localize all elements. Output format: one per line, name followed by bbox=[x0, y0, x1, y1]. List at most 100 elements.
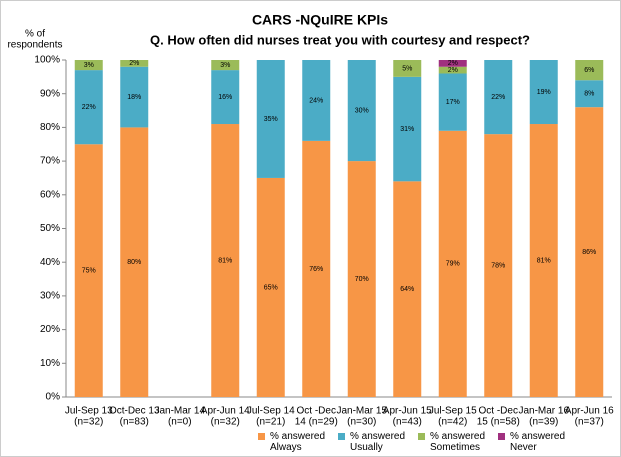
value-label: 2% bbox=[448, 67, 458, 74]
x-tick-label: Jul-Sep 15 bbox=[429, 406, 477, 417]
value-label: 30% bbox=[355, 107, 369, 114]
legend-swatch bbox=[258, 433, 265, 440]
y-tick-label: 10% bbox=[40, 358, 60, 369]
x-tick-label: Oct -Dec bbox=[479, 406, 518, 417]
value-label: 79% bbox=[446, 261, 460, 268]
legend-swatch bbox=[338, 433, 345, 440]
legend-label: % answered Sometimes bbox=[430, 431, 486, 453]
y-tick-label: 60% bbox=[40, 189, 60, 200]
x-tick-label: Apr-Jun 15 bbox=[383, 406, 432, 417]
bar-segment bbox=[120, 66, 149, 128]
bar-segment bbox=[120, 127, 149, 398]
bar-segment bbox=[256, 177, 285, 397]
bar-segment bbox=[438, 130, 467, 397]
legend-entry: % answered Never bbox=[498, 431, 576, 453]
value-label: 6% bbox=[584, 67, 594, 74]
x-tick-label: (n=32) bbox=[211, 417, 240, 428]
value-label: 31% bbox=[400, 126, 414, 133]
x-tick-label: (n=42) bbox=[438, 417, 467, 428]
legend-swatch bbox=[418, 433, 425, 440]
legend-label: % answered Always bbox=[270, 431, 326, 453]
bar-segment bbox=[575, 80, 604, 108]
y-tick-label: 70% bbox=[40, 156, 60, 167]
x-tick-label: (n=37) bbox=[575, 417, 604, 428]
value-label: 35% bbox=[264, 116, 278, 123]
bar-segment bbox=[211, 124, 240, 397]
value-label: 81% bbox=[537, 257, 551, 264]
bar-segment bbox=[393, 60, 422, 77]
x-tick-label: Oct-Dec 13 bbox=[109, 406, 160, 417]
bar-segment bbox=[438, 66, 467, 74]
bar-segment bbox=[211, 70, 240, 125]
x-tick-label: 14 (n=29) bbox=[295, 417, 338, 428]
bar-segment bbox=[529, 124, 558, 397]
y-tick-label: 0% bbox=[46, 392, 61, 403]
x-tick-label: Jan-Mar 14 bbox=[154, 406, 205, 417]
bar-segment bbox=[484, 60, 513, 135]
bar-segment bbox=[529, 60, 558, 125]
bar-segment bbox=[575, 107, 604, 398]
y-tick-label: 30% bbox=[40, 291, 60, 302]
x-tick-label: Apr-Jun 16 bbox=[565, 406, 614, 417]
y-label: % of bbox=[25, 29, 45, 40]
value-label: 3% bbox=[84, 62, 94, 69]
value-label: 19% bbox=[537, 89, 551, 96]
y-tick-label: 50% bbox=[40, 223, 60, 234]
value-label: 22% bbox=[82, 104, 96, 111]
x-tick-label: Jan-Mar 15 bbox=[336, 406, 387, 417]
x-tick-label: (n=21) bbox=[256, 417, 285, 428]
bar-segment bbox=[74, 144, 103, 397]
y-tick-label: 80% bbox=[40, 122, 60, 133]
bar-segment bbox=[438, 73, 467, 131]
chart-title: CARS -NQuIRE KPIs bbox=[252, 12, 388, 28]
bar-segment bbox=[438, 60, 467, 67]
legend-entry: % answered Usually bbox=[338, 431, 416, 453]
x-tick-label: (n=30) bbox=[347, 417, 376, 428]
x-tick-label: (n=32) bbox=[74, 417, 103, 428]
value-label: 2% bbox=[129, 60, 139, 67]
x-tick-label: (n=0) bbox=[168, 417, 192, 428]
bar-segment bbox=[575, 60, 604, 81]
value-label: 16% bbox=[218, 94, 232, 101]
value-label: 76% bbox=[309, 266, 323, 273]
value-label: 2% bbox=[448, 60, 458, 67]
bar-segment bbox=[211, 60, 240, 71]
value-label: 64% bbox=[400, 286, 414, 293]
value-label: 70% bbox=[355, 276, 369, 283]
bar-segment bbox=[74, 60, 103, 71]
value-label: 75% bbox=[82, 267, 96, 274]
bar-segment bbox=[393, 181, 422, 397]
value-label: 8% bbox=[584, 91, 594, 98]
x-tick-label: (n=43) bbox=[393, 417, 422, 428]
value-label: 86% bbox=[582, 249, 596, 256]
bar-segment bbox=[302, 140, 331, 397]
y-label: respondents bbox=[7, 40, 62, 51]
x-tick-label: Apr-Jun 14 bbox=[201, 406, 250, 417]
y-tick-label: 100% bbox=[34, 55, 60, 66]
value-label: 18% bbox=[127, 94, 141, 101]
bar-segment bbox=[393, 76, 422, 182]
value-label: 81% bbox=[218, 257, 232, 264]
x-tick-label: Oct -Dec bbox=[297, 406, 336, 417]
y-tick-label: 20% bbox=[40, 324, 60, 335]
value-label: 22% bbox=[491, 94, 505, 101]
x-tick-label: Jul-Sep 13 bbox=[65, 406, 113, 417]
value-label: 3% bbox=[220, 62, 230, 69]
legend-label: % answered Usually bbox=[350, 431, 406, 453]
bar-segment bbox=[74, 70, 103, 145]
legend-entry: % answered Always bbox=[258, 431, 336, 453]
legend-swatch bbox=[498, 433, 505, 440]
chart-subtitle: Q. How often did nurses treat you with c… bbox=[150, 32, 530, 47]
value-label: 5% bbox=[402, 65, 412, 72]
bar-segment bbox=[347, 60, 376, 162]
value-label: 17% bbox=[446, 99, 460, 106]
bar-segment bbox=[120, 60, 149, 67]
y-tick-label: 40% bbox=[40, 257, 60, 268]
value-label: 24% bbox=[309, 97, 323, 104]
value-label: 65% bbox=[264, 284, 278, 291]
x-tick-label: Jul-Sep 14 bbox=[247, 406, 295, 417]
x-tick-label: 15 (n=58) bbox=[477, 417, 520, 428]
bar-segment bbox=[256, 60, 285, 178]
bar-segment bbox=[302, 60, 331, 141]
